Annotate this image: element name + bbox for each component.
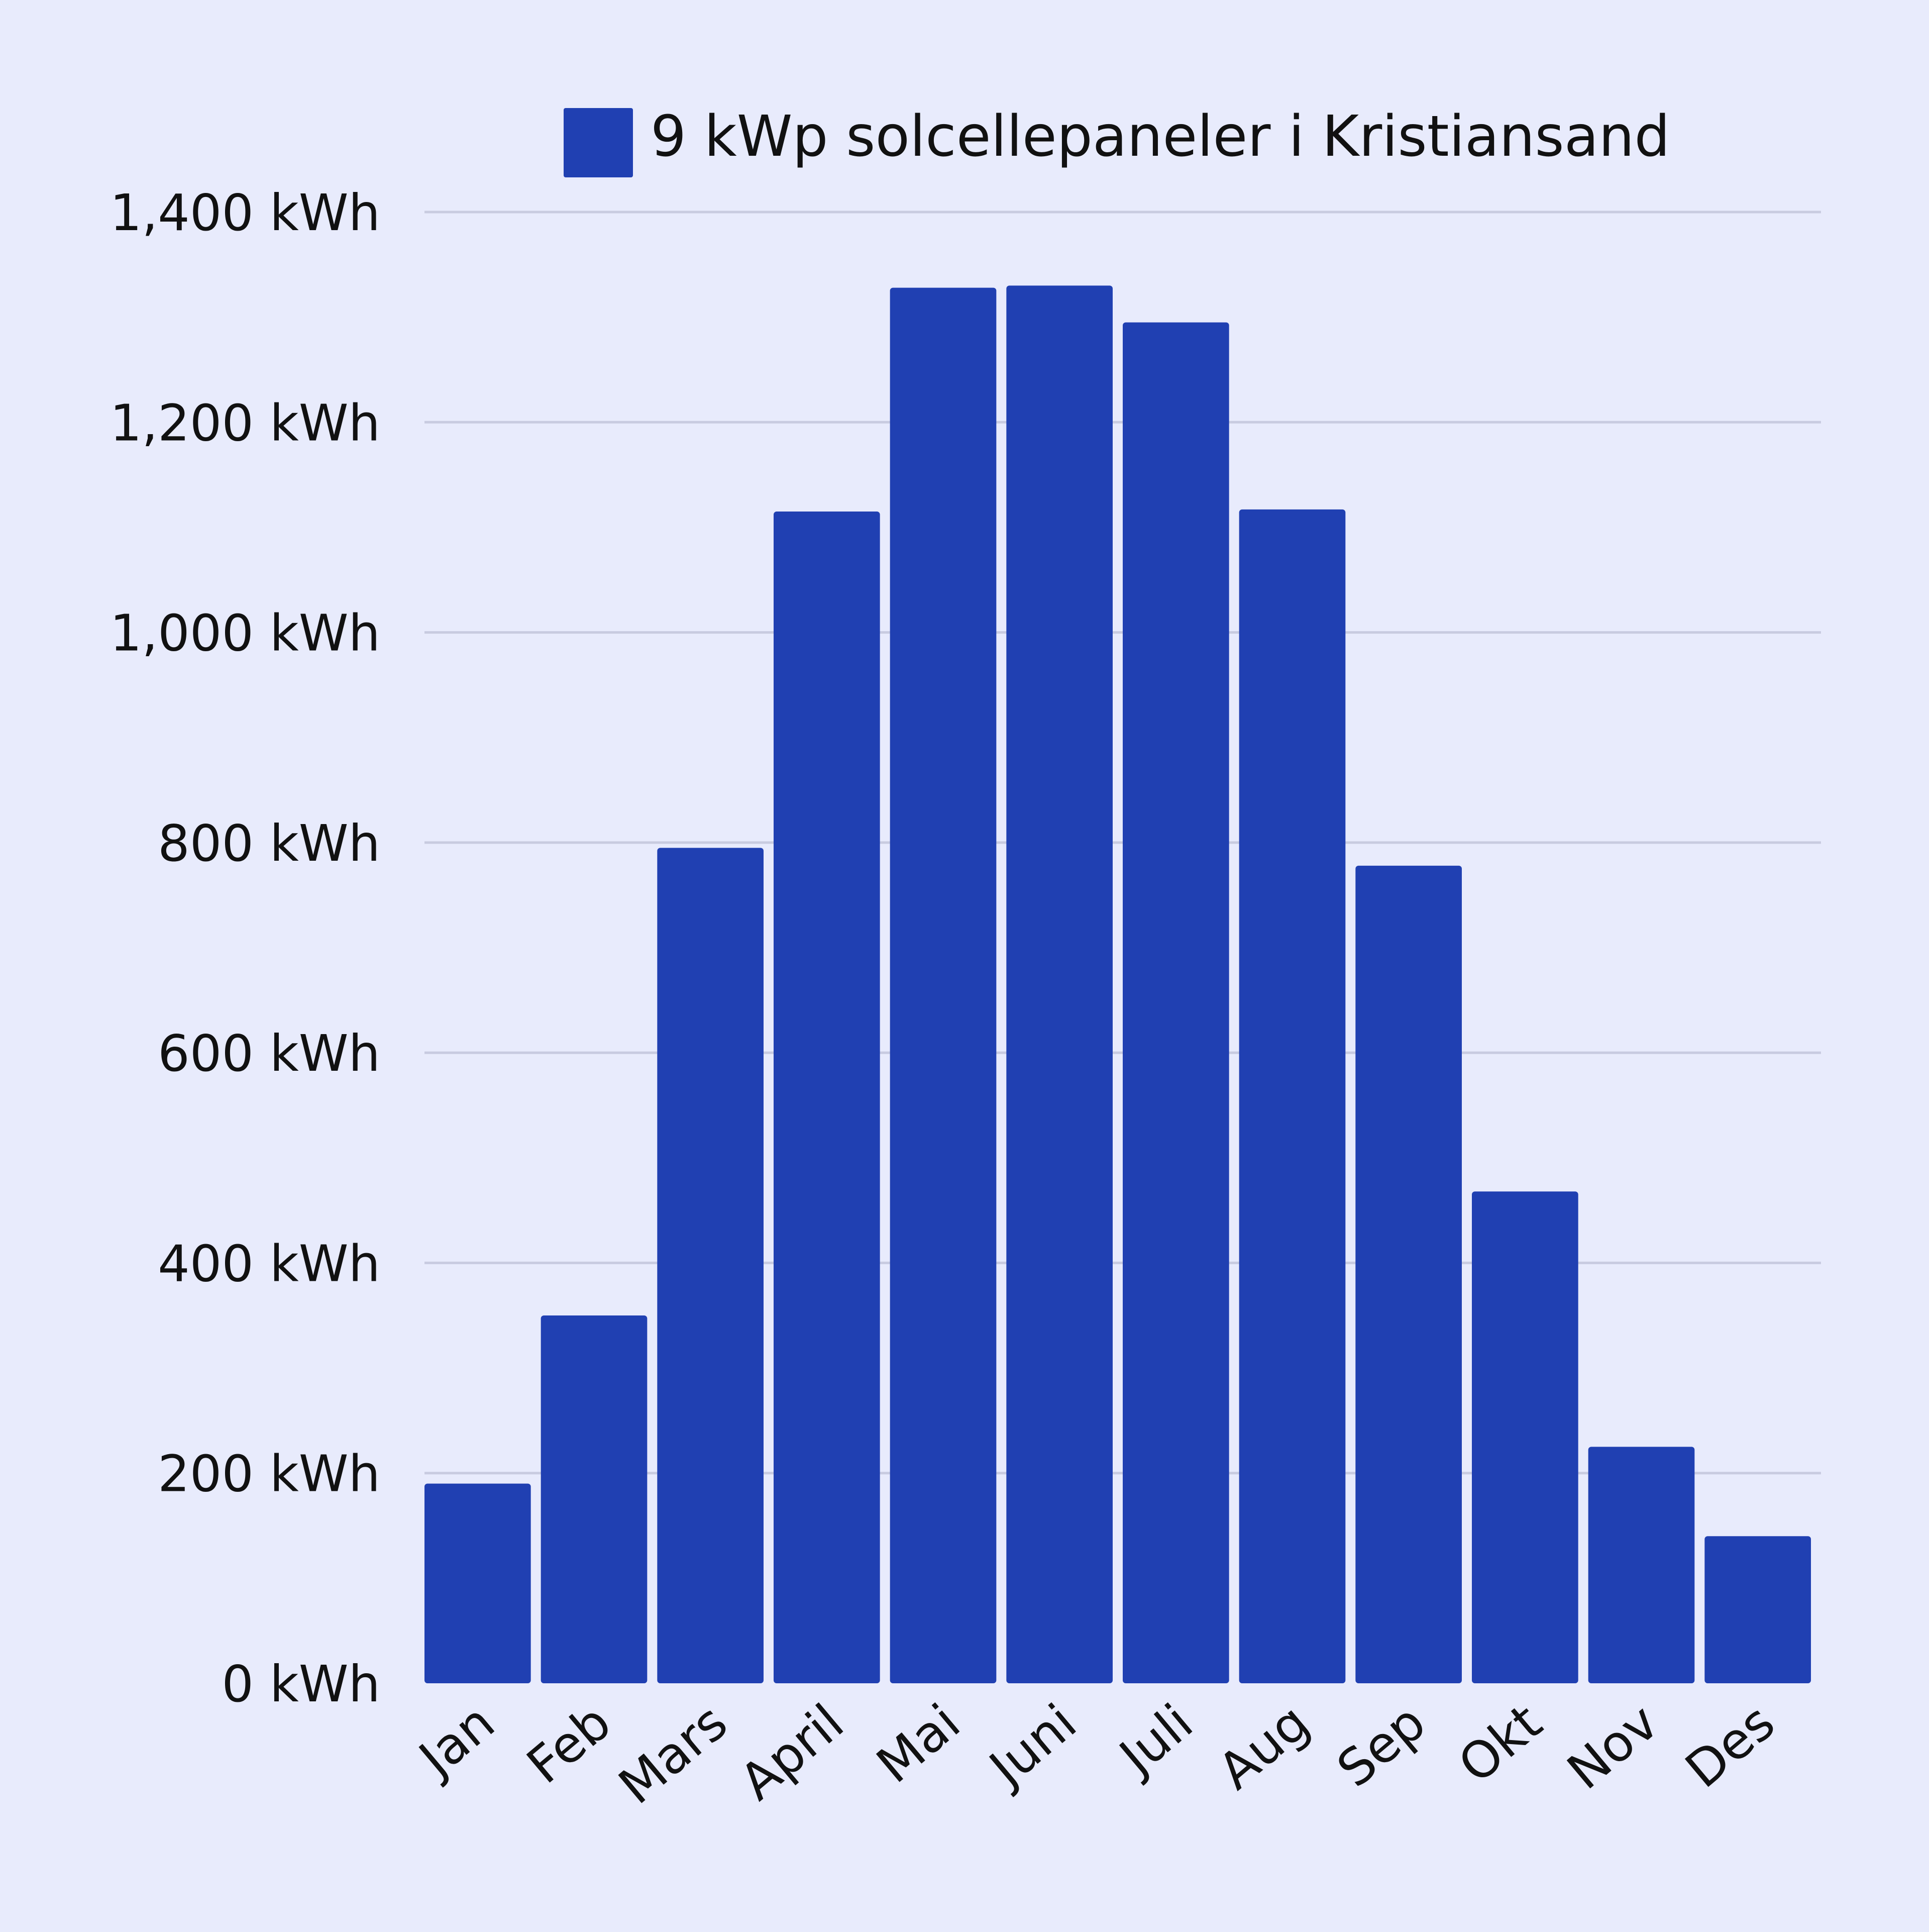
y-tick-label: 400 kWh (158, 1234, 380, 1293)
y-tick-label: 1,200 kWh (110, 393, 380, 452)
y-tick-label: 600 kWh (158, 1024, 380, 1083)
x-category-label: Mai (866, 1693, 971, 1794)
bar (541, 1315, 648, 1683)
bar (657, 848, 764, 1683)
bar (774, 512, 880, 1683)
legend: 9 kWp solcellepaneler i Kristiansand (564, 104, 1670, 177)
y-tick-label: 200 kWh (158, 1445, 380, 1503)
y-tick-label: 800 kWh (158, 814, 380, 873)
bars (424, 285, 1811, 1684)
y-tick-label: 0 kWh (222, 1655, 380, 1713)
bar (1239, 509, 1346, 1683)
bar (1123, 322, 1229, 1683)
bar (890, 287, 997, 1683)
x-category-label: April (729, 1693, 854, 1812)
x-category-label: Sep (1326, 1693, 1437, 1799)
legend-label: 9 kWp solcellepaneler i Kristiansand (651, 104, 1670, 169)
x-category-label: Okt (1447, 1693, 1553, 1795)
x-category-label: Juli (1107, 1693, 1204, 1788)
x-category-label: Aug (1207, 1693, 1320, 1801)
bar (1588, 1447, 1695, 1683)
y-tick-label: 1,400 kWh (110, 183, 380, 242)
x-category-label: Juni (977, 1693, 1088, 1799)
legend-swatch (564, 108, 633, 177)
bar (1355, 865, 1462, 1683)
bar (1472, 1191, 1578, 1683)
bar (424, 1483, 531, 1683)
y-tick-label: 1,000 kWh (110, 604, 380, 663)
x-category-label: Des (1674, 1693, 1785, 1799)
x-category-label: Mars (608, 1693, 738, 1815)
x-category-label: Feb (516, 1693, 622, 1795)
y-axis-ticks: 0 kWh 200 kWh 400 kWh 600 kWh 800 kWh 1,000 k… (110, 183, 380, 1713)
x-category-label: Jan (406, 1693, 505, 1790)
x-category-label: Nov (1556, 1693, 1669, 1801)
bar (1006, 285, 1113, 1684)
bar (1704, 1536, 1811, 1683)
